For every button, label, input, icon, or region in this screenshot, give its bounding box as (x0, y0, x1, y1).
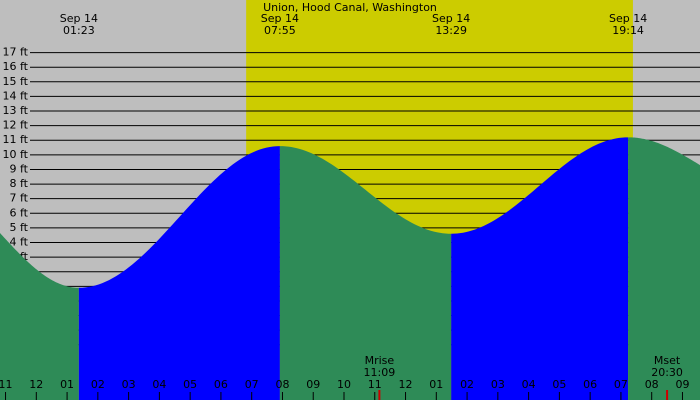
extreme-time: 07:55 (264, 24, 296, 37)
y-tick-label: 17 ft (3, 46, 29, 59)
x-tick-label: 04 (522, 378, 536, 391)
y-tick-label: 8 ft (10, 177, 29, 190)
x-tick-label: 01 (60, 378, 74, 391)
x-tick-label: 07 (245, 378, 259, 391)
x-tick-label: 02 (460, 378, 474, 391)
moon-event-time: 11:09 (364, 366, 396, 379)
x-tick-label: 12 (399, 378, 413, 391)
x-tick-label: 09 (306, 378, 320, 391)
rising-tide (78, 146, 280, 400)
extreme-time: 19:14 (612, 24, 644, 37)
x-tick-label: 03 (122, 378, 136, 391)
y-tick-label: 6 ft (10, 206, 29, 219)
x-tick-label: 11 (368, 378, 382, 391)
moon-event-label: Mset (654, 354, 681, 367)
extreme-date: Sep 14 (432, 12, 470, 25)
rising-tide (451, 137, 629, 400)
y-tick-label: 4 ft (10, 236, 29, 249)
x-tick-label: 05 (552, 378, 566, 391)
moon-event-label: Mrise (365, 354, 395, 367)
x-tick-label: 05 (183, 378, 197, 391)
y-tick-label: 14 ft (3, 89, 29, 102)
x-tick-label: 10 (337, 378, 351, 391)
x-tick-label: 04 (152, 378, 166, 391)
extreme-date: Sep 14 (261, 12, 299, 25)
y-tick-label: 10 ft (3, 148, 29, 161)
y-tick-label: 5 ft (10, 221, 29, 234)
y-tick-label: 11 ft (3, 133, 29, 146)
y-tick-label: 9 ft (10, 162, 29, 175)
x-tick-label: 07 (614, 378, 628, 391)
y-tick-label: 16 ft (3, 60, 29, 73)
y-tick-label: 15 ft (3, 75, 29, 88)
extreme-time: 13:29 (435, 24, 467, 37)
chart-title: Union, Hood Canal, Washington (263, 1, 437, 14)
y-tick-label: 7 ft (10, 192, 29, 205)
extreme-date: Sep 14 (60, 12, 98, 25)
x-tick-label: 06 (583, 378, 597, 391)
x-tick-label: 09 (675, 378, 689, 391)
x-tick-label: 03 (491, 378, 505, 391)
x-tick-label: 06 (214, 378, 228, 391)
y-tick-label: 12 ft (3, 119, 29, 132)
moon-event-time: 20:30 (651, 366, 683, 379)
x-tick-label: 08 (275, 378, 289, 391)
x-tick-label: 11 (0, 378, 13, 391)
falling-tide (0, 233, 79, 400)
x-tick-label: 02 (91, 378, 105, 391)
y-tick-label: 13 ft (3, 104, 29, 117)
extreme-time: 01:23 (63, 24, 95, 37)
x-tick-label: 08 (645, 378, 659, 391)
x-tick-label: 01 (429, 378, 443, 391)
falling-tide (628, 137, 700, 400)
extreme-date: Sep 14 (609, 12, 647, 25)
falling-tide (279, 146, 452, 400)
x-tick-label: 12 (29, 378, 43, 391)
